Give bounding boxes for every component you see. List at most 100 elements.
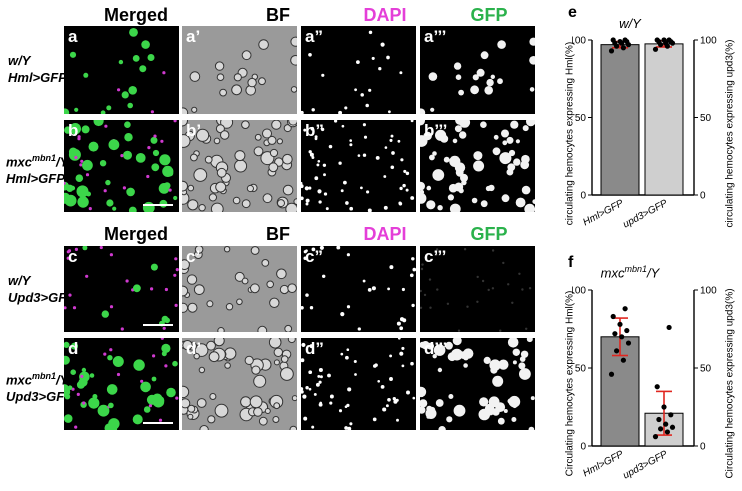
header-gfp-bottom: GFP [470, 224, 508, 244]
data-point [654, 37, 660, 43]
data-point [624, 327, 630, 334]
tick-label-left: 100 [572, 286, 586, 297]
panel-label: b [68, 121, 79, 140]
panel-label: d” [305, 339, 324, 358]
panel-label: c [68, 247, 78, 266]
panel-c-1: c’ [182, 246, 297, 332]
panel-b-0: b [64, 120, 179, 212]
panel-b-1: b’ [182, 120, 297, 212]
panel-a-3: a’’’ [420, 26, 535, 114]
data-point [652, 46, 659, 52]
data-point [610, 37, 616, 43]
data-point [625, 340, 632, 346]
data-point [658, 426, 664, 432]
header-dapi-bottom: DAPI [363, 224, 407, 244]
panel-a-2: a” [301, 26, 416, 114]
figure-label-f: f [568, 254, 574, 271]
figure-label-e: e [568, 4, 577, 21]
panel-c-0: c [64, 246, 179, 332]
data-point [652, 434, 659, 440]
panel-label: d’’’ [424, 339, 448, 358]
data-point [661, 404, 667, 410]
tick-label-right: 50 [700, 113, 712, 124]
bar-0 [600, 336, 640, 447]
data-point [654, 384, 660, 390]
header-bf-bottom: BF [266, 224, 290, 244]
data-point [661, 37, 667, 43]
panel-label: b’’’ [424, 121, 448, 140]
data-point [663, 421, 669, 427]
panel-d-1: d’ [182, 338, 297, 430]
data-point [620, 357, 626, 363]
panel-a-1: a’ [182, 26, 297, 114]
tick-label-left: 0 [580, 442, 586, 453]
panel-label: a [68, 27, 78, 46]
panel-label: c” [305, 247, 323, 266]
data-point [612, 331, 618, 337]
tick-label-left: 50 [575, 364, 587, 375]
data-point [610, 313, 616, 320]
category-label-1: upd3>GFP [621, 198, 669, 230]
data-point [614, 348, 620, 354]
panel-label: a” [305, 27, 323, 46]
data-point [622, 37, 628, 43]
tick-label-left: 0 [580, 191, 586, 202]
panel-c-2: c” [301, 246, 416, 332]
category-label-1: upd3>GFP [621, 449, 669, 482]
panel-label: d’ [186, 339, 202, 358]
tick-label-left: 50 [575, 113, 587, 124]
panel-b-2: b” [301, 120, 416, 212]
row-label-b: mxcmbn1/Y Hml>GFP [6, 153, 69, 187]
scale-bar [143, 324, 173, 326]
bar-0 [600, 44, 640, 196]
panel-c-3: c’’’ [420, 246, 535, 332]
panel-label: b” [305, 121, 324, 140]
data-point [619, 334, 625, 340]
panel-label: c’ [186, 247, 201, 266]
chart-f-ylabel-right: Circulating hemocytes expressing upd3(%) [724, 288, 736, 479]
panel-b-3: b’’’ [420, 120, 535, 212]
tick-label-right: 0 [700, 191, 706, 202]
category-label-0: Hml>GFP [581, 449, 625, 480]
chart-e-title: w/Y [619, 16, 641, 31]
scale-bar [143, 204, 173, 206]
tick-label-left: 100 [572, 36, 586, 47]
header-gfp-top: GFP [470, 5, 508, 25]
panel-label: a’ [186, 27, 201, 46]
data-point [668, 412, 674, 418]
panel-label: d [68, 339, 79, 358]
scale-bar [143, 422, 173, 424]
chart-f-title: mxcmbn1/Y [600, 264, 660, 281]
panel-d-0: d [64, 338, 179, 430]
data-point [669, 424, 676, 430]
panel-d-2: d” [301, 338, 416, 430]
panel-label: a’’’ [424, 27, 447, 46]
row-label-a: w/Y Hml>GFP [8, 53, 67, 85]
header-bf-top: BF [266, 5, 290, 25]
row-label-c: w/Y Upd3>GFP [8, 273, 75, 305]
data-point [666, 324, 672, 331]
chart-e-ylabel-right: circulating hemocytes expressing upd3(%) [724, 39, 736, 228]
category-label-0: Hml>GFP [581, 198, 625, 229]
tick-label-right: 0 [700, 442, 706, 453]
data-point [608, 371, 615, 377]
data-point [664, 429, 670, 435]
header-merged-top: Merged [103, 5, 168, 25]
data-point [617, 321, 623, 327]
panel-label: b’ [186, 121, 202, 140]
header-dapi-top: DAPI [363, 5, 407, 25]
panel-d-3: d’’’ [420, 338, 535, 430]
data-point [622, 306, 628, 312]
data-point [620, 45, 626, 51]
tick-label-right: 100 [700, 36, 717, 47]
tick-label-right: 100 [700, 286, 717, 297]
row-label-d: mxcmbn1/Y Upd3>GFP [6, 371, 73, 405]
tick-label-right: 50 [700, 364, 712, 375]
data-point [656, 416, 662, 423]
header-merged-bottom: Merged [103, 224, 168, 244]
data-point [608, 48, 615, 54]
panel-label: c’’’ [424, 247, 447, 266]
bar-1 [644, 43, 684, 196]
